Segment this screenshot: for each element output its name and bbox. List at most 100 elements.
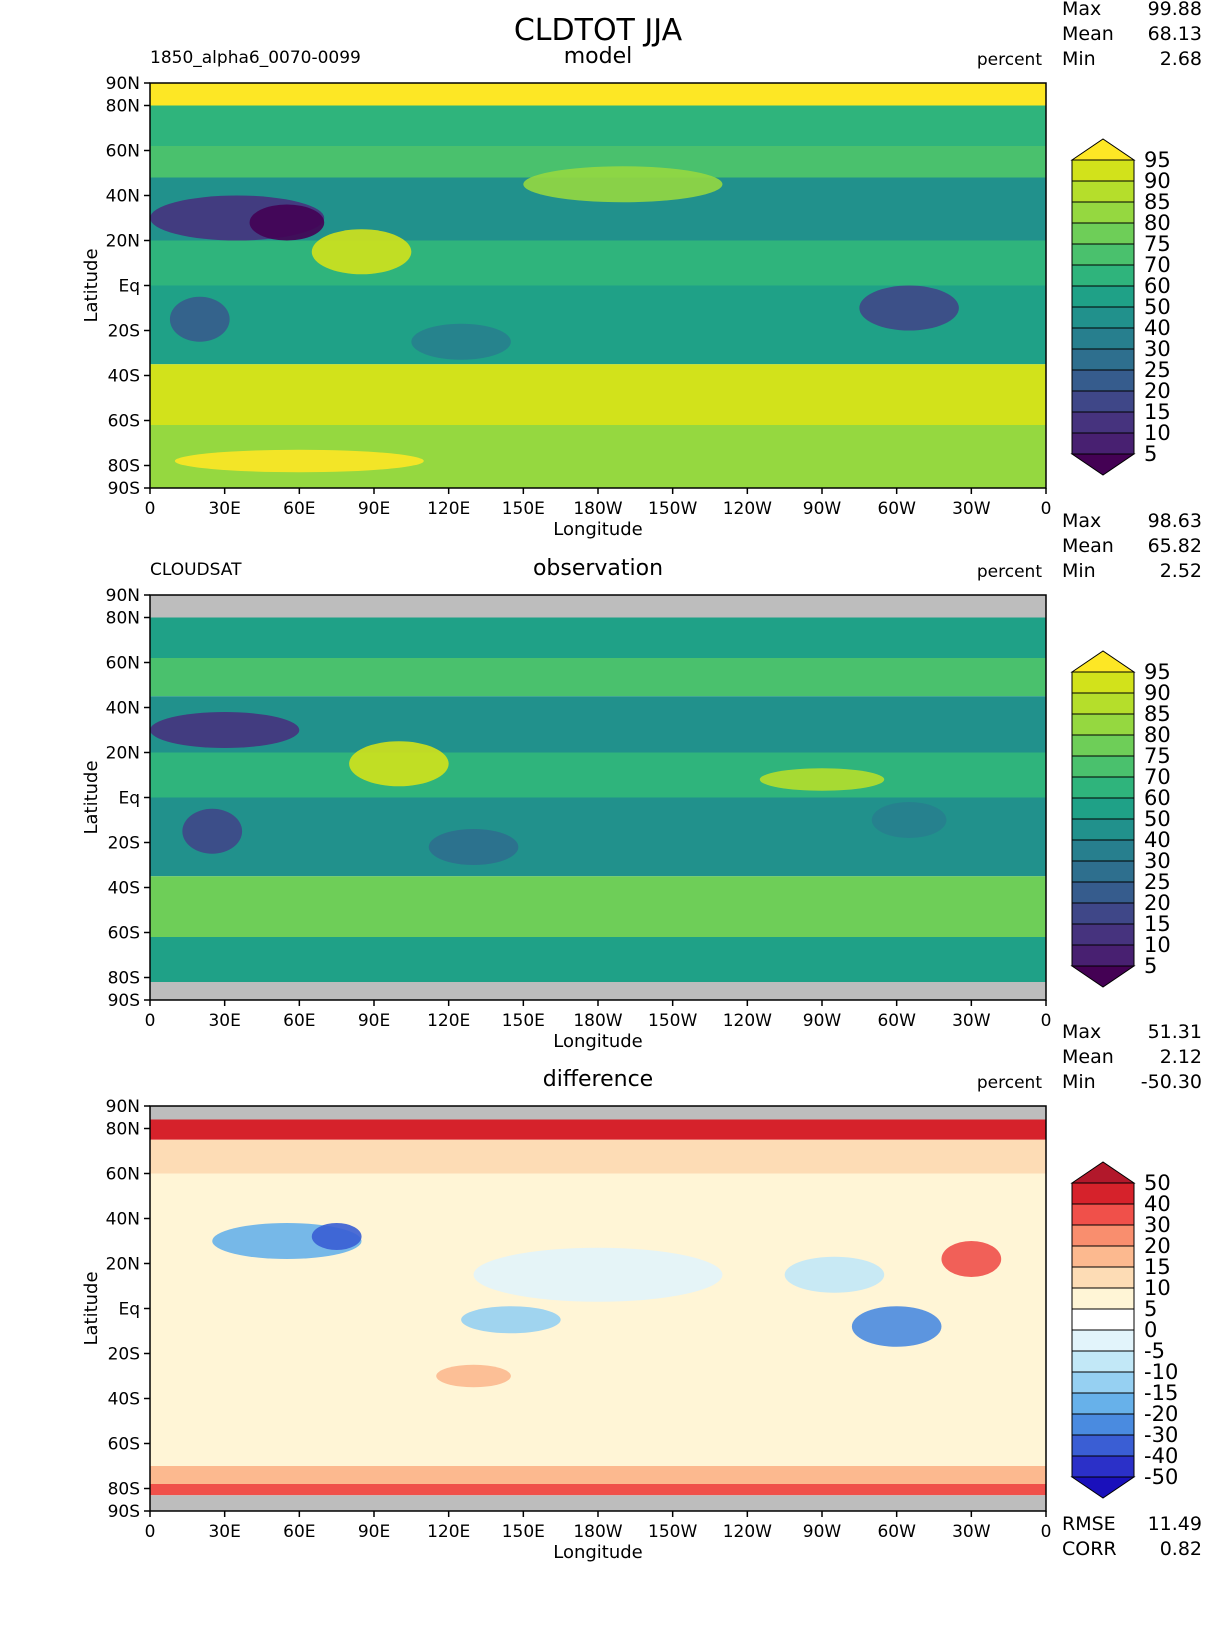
field-difference — [150, 1106, 1046, 1511]
stat-name: Max — [1062, 0, 1101, 20]
x-tick-label: 0 — [1041, 1522, 1052, 1542]
stat-name: Max — [1062, 1021, 1101, 1043]
y-tick-label: 90S — [108, 991, 140, 1011]
colorbar-swatch — [1071, 222, 1135, 245]
stat-name: Min — [1062, 1071, 1096, 1093]
field-feature — [311, 1223, 362, 1250]
x-tick-label: 60W — [877, 1522, 916, 1542]
colorbar-swatch — [1071, 390, 1135, 413]
y-tick-label: 20N — [106, 232, 140, 252]
colorbar-swatch — [1071, 923, 1135, 946]
field-band — [150, 658, 1046, 697]
colorbar-top-arrow — [1070, 138, 1136, 161]
field-band — [150, 364, 1046, 425]
x-tick-label: 90W — [803, 1522, 842, 1542]
field-band — [150, 876, 1046, 937]
colorbar-swatch — [1071, 306, 1135, 329]
colorbar-level-label: 80 — [1144, 723, 1171, 747]
colorbar-level-label: 30 — [1144, 849, 1171, 873]
x-tick-label: 180W — [573, 1011, 622, 1031]
colorbar-level-label: 50 — [1144, 807, 1171, 831]
field-feature — [428, 829, 519, 865]
colorbar-swatch — [1071, 1203, 1135, 1226]
colorbar-swatch — [1071, 881, 1135, 904]
x-tick-label: 30W — [952, 1522, 991, 1542]
colorbar-level-label: 15 — [1144, 912, 1171, 936]
y-tick-label: 60S — [108, 924, 140, 944]
colorbar-swatch — [1071, 839, 1135, 862]
stat-name: Min — [1062, 48, 1096, 70]
x-tick-label: 60E — [283, 499, 315, 519]
colorbar-swatch — [1071, 671, 1135, 694]
field-band — [150, 83, 1046, 106]
colorbar-level-label: 95 — [1144, 660, 1171, 684]
colorbar-level-label: 50 — [1144, 295, 1171, 319]
field-feature — [871, 802, 947, 838]
colorbar-level-label: -5 — [1144, 1339, 1165, 1363]
colorbar-level-label: 85 — [1144, 702, 1171, 726]
x-axis-label: Longitude — [553, 519, 643, 540]
x-tick-label: 120W — [723, 499, 772, 519]
x-tick-label: 60W — [877, 1011, 916, 1031]
colorbar-level-label: -10 — [1144, 1360, 1178, 1384]
field-feature — [759, 768, 885, 791]
x-tick-label: 30W — [952, 499, 991, 519]
x-tick-label: 150E — [502, 499, 545, 519]
x-tick-label: 30E — [208, 1522, 240, 1542]
panel-units-label: percent — [977, 50, 1042, 70]
panel-center-label: model — [564, 44, 633, 69]
field-feature — [941, 1241, 1002, 1277]
colorbar-swatch — [1071, 264, 1135, 287]
colorbar-swatch — [1071, 1182, 1135, 1205]
y-tick-label: 90N — [106, 74, 140, 94]
colorbar-level-label: 10 — [1144, 421, 1171, 445]
stat-value: 51.31 — [1148, 1021, 1202, 1043]
y-tick-label: Eq — [118, 277, 140, 297]
field-feature — [436, 1364, 511, 1388]
field-band — [150, 240, 1046, 286]
colorbar-swatch — [1071, 755, 1135, 778]
colorbar-swatch — [1071, 1392, 1135, 1415]
x-tick-label: 90E — [358, 1522, 390, 1542]
x-tick-label: 60E — [283, 1011, 315, 1031]
y-tick-label: 80S — [108, 1480, 140, 1500]
colorbar-level-label: 30 — [1144, 337, 1171, 361]
x-tick-label: 30E — [208, 499, 240, 519]
x-tick-label: 90E — [358, 1011, 390, 1031]
colorbar-swatch — [1071, 432, 1135, 455]
y-tick-label: 80N — [106, 97, 140, 117]
colorbar-level-label: 40 — [1144, 828, 1171, 852]
y-tick-label: 60S — [108, 1435, 140, 1455]
y-tick-label: 80N — [106, 1120, 140, 1140]
colorbar-swatch — [1071, 411, 1135, 434]
colorbar-swatch — [1071, 860, 1135, 883]
field-feature — [411, 323, 511, 360]
stat-value: 99.88 — [1148, 0, 1202, 20]
x-axis-label: Longitude — [553, 1542, 643, 1563]
stat-name: Min — [1062, 560, 1096, 582]
x-tick-label: 0 — [145, 1522, 156, 1542]
colorbar-level-label: 90 — [1144, 169, 1171, 193]
missing-data-band — [150, 982, 1046, 1000]
x-tick-label: 120W — [723, 1011, 772, 1031]
panel-units-label: percent — [977, 562, 1042, 582]
colorbar-level-label: 10 — [1144, 933, 1171, 957]
figure-title: CLDTOT JJA — [514, 13, 683, 48]
x-tick-label: 60W — [877, 499, 916, 519]
field-feature — [523, 166, 723, 203]
colorbar-swatch — [1071, 776, 1135, 799]
field-band — [150, 617, 1046, 658]
colorbar-swatch — [1071, 818, 1135, 841]
y-tick-label: Eq — [118, 789, 140, 809]
colorbar-level-label: 15 — [1144, 1255, 1171, 1279]
x-tick-label: 0 — [145, 499, 156, 519]
colorbar-level-label: 50 — [1144, 1171, 1171, 1195]
y-tick-label: 90S — [108, 479, 140, 499]
field-model — [150, 83, 1046, 488]
y-tick-label: 40S — [108, 367, 140, 387]
colorbar-level-label: 75 — [1144, 232, 1171, 256]
field-band — [150, 1119, 1046, 1140]
y-axis-label: Latitude — [81, 1271, 102, 1345]
y-tick-label: 80N — [106, 609, 140, 629]
